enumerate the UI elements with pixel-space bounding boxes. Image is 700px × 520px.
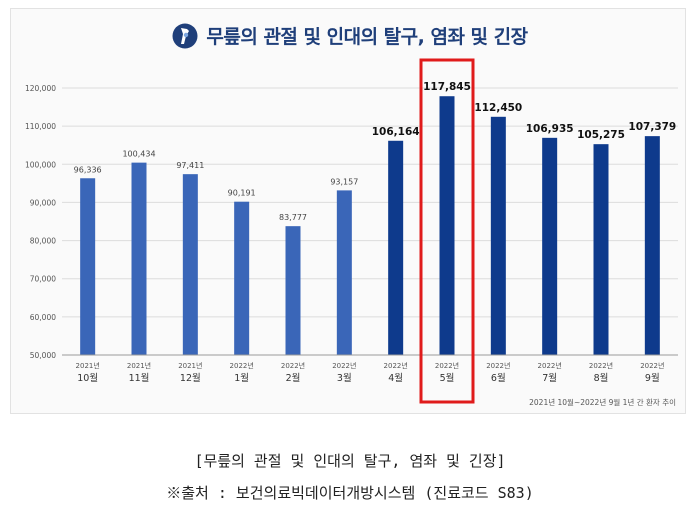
data-label: 83,777 [279, 213, 307, 222]
chart-note: 2021년 10월~2022년 9월 1년 간 환자 추이 [529, 397, 676, 407]
y-tick-label: 100,000 [25, 160, 56, 169]
bar [644, 136, 660, 355]
bar [80, 178, 96, 355]
bar [593, 144, 609, 355]
x-tick-month: 2월 [286, 372, 301, 384]
y-tick-label: 90,000 [30, 198, 56, 207]
highlight-box [419, 58, 475, 404]
caption-title: [무릎의 관절 및 인대의 탈구, 염좌 및 긴장] [194, 452, 506, 470]
x-tick-month: 12월 [180, 372, 201, 384]
y-tick-label: 120,000 [25, 84, 56, 93]
y-tick-label: 80,000 [30, 237, 56, 246]
chart-title: 무릎의 관절 및 인대의 탈구, 염좌 및 긴장 [206, 26, 528, 48]
data-label: 112,450 [474, 102, 522, 114]
x-tick-year: 2021년 [178, 361, 202, 370]
y-tick-label: 50,000 [30, 351, 56, 360]
x-tick-month: 9월 [645, 372, 660, 384]
x-tick-year: 2022년 [589, 361, 613, 370]
x-tick-month: 6월 [491, 372, 506, 384]
bar [490, 116, 506, 356]
x-tick-year: 2022년 [538, 361, 562, 370]
x-tick-year: 2022년 [486, 361, 510, 370]
data-label: 93,157 [330, 177, 358, 186]
x-tick-year: 2022년 [435, 361, 459, 370]
data-label: 96,336 [74, 165, 102, 174]
bar [182, 174, 198, 355]
caption-source: ※출처 : 보건의료빅데이터개방시스템 (진료코드 S83) [166, 484, 534, 502]
bar [542, 137, 558, 355]
y-tick-label: 70,000 [30, 275, 56, 284]
data-label: 90,191 [228, 189, 256, 198]
x-tick-year: 2022년 [281, 361, 305, 370]
x-tick-month: 4월 [388, 372, 403, 384]
x-tick-month: 1월 [234, 372, 249, 384]
x-tick-year: 2021년 [127, 361, 151, 370]
bar [234, 201, 250, 355]
data-label: 106,164 [372, 126, 420, 138]
x-tick-year: 2022년 [230, 361, 254, 370]
y-tick-label: 60,000 [30, 313, 56, 322]
bar-chart: 50,000 60,000 70,000 80,000 90,000 100,000 110… [25, 58, 678, 407]
data-label: 100,434 [122, 150, 155, 159]
data-label: 106,935 [526, 123, 574, 135]
x-tick-month: 3월 [337, 372, 352, 384]
x-tick-year: 2022년 [332, 361, 356, 370]
x-tick-month: 8월 [594, 372, 609, 384]
knee-logo-icon [172, 23, 198, 48]
x-tick-year: 2021년 [76, 361, 100, 370]
x-tick-year: 2022년 [384, 361, 408, 370]
x-tick-month: 7월 [542, 372, 557, 384]
data-label: 107,379 [628, 121, 676, 133]
data-label: 105,275 [577, 129, 625, 141]
bar [388, 140, 404, 355]
bar [285, 226, 301, 355]
bar [439, 96, 455, 355]
x-tick-month: 11월 [129, 372, 150, 384]
x-tick-year: 2022년 [640, 361, 664, 370]
y-tick-label: 110,000 [25, 122, 56, 131]
bar [336, 190, 352, 355]
x-tick-month: 5월 [440, 372, 455, 384]
x-tick-month: 10월 [77, 372, 98, 384]
data-label: 97,411 [176, 161, 204, 170]
data-label: 117,845 [423, 81, 471, 93]
chart-title-row: 무릎의 관절 및 인대의 탈구, 염좌 및 긴장 [0, 22, 700, 53]
bar [131, 162, 147, 355]
